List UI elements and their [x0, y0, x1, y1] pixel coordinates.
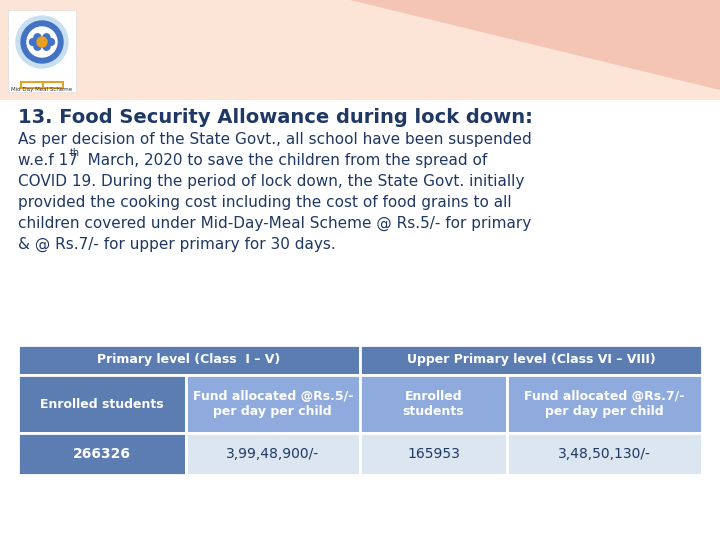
Text: Enrolled students: Enrolled students	[40, 397, 163, 410]
Text: Mid Day Meal Scheme: Mid Day Meal Scheme	[12, 87, 73, 92]
Bar	[8, 10, 76, 92]
Text: w.e.f 17  March, 2020 to save the children from the spread of: w.e.f 17 March, 2020 to save the childre…	[18, 153, 487, 168]
Bar	[22, 83, 42, 87]
FancyBboxPatch shape	[360, 375, 507, 433]
Circle shape	[48, 38, 55, 45]
Text: As per decision of the State Govt., all school have been suspended: As per decision of the State Govt., all …	[18, 132, 532, 147]
Circle shape	[43, 43, 50, 50]
FancyBboxPatch shape	[507, 433, 702, 475]
FancyBboxPatch shape	[186, 433, 360, 475]
FancyBboxPatch shape	[360, 345, 702, 375]
Text: Fund allocated @Rs.5/-
per day per child: Fund allocated @Rs.5/- per day per child	[193, 390, 353, 418]
Text: Enrolled
students: Enrolled students	[402, 390, 464, 418]
Text: 3,99,48,900/-: 3,99,48,900/-	[226, 447, 320, 461]
Circle shape	[43, 34, 50, 41]
Circle shape	[37, 37, 47, 47]
Bar	[0, 0, 720, 100]
Circle shape	[34, 43, 41, 50]
Text: 3,48,50,130/-: 3,48,50,130/-	[558, 447, 651, 461]
Text: 165953: 165953	[407, 447, 460, 461]
FancyBboxPatch shape	[18, 375, 186, 433]
Text: 13. Food Security Allowance during lock down:: 13. Food Security Allowance during lock …	[18, 108, 533, 127]
Text: provided the cooking cost including the cost of food grains to all: provided the cooking cost including the …	[18, 195, 512, 210]
Circle shape	[21, 21, 63, 63]
Circle shape	[27, 27, 57, 57]
Circle shape	[34, 34, 41, 41]
Text: Primary level (Class  I – V): Primary level (Class I – V)	[97, 354, 281, 367]
Circle shape	[30, 38, 37, 45]
Text: & @ Rs.7/- for upper primary for 30 days.: & @ Rs.7/- for upper primary for 30 days…	[18, 237, 336, 252]
Bar	[20, 81, 64, 89]
Circle shape	[16, 16, 68, 68]
FancyBboxPatch shape	[18, 345, 360, 375]
FancyBboxPatch shape	[507, 375, 702, 433]
FancyBboxPatch shape	[18, 433, 186, 475]
Polygon shape	[350, 0, 720, 90]
FancyBboxPatch shape	[360, 433, 507, 475]
FancyBboxPatch shape	[186, 375, 360, 433]
Text: 266326: 266326	[73, 447, 131, 461]
Text: children covered under Mid-Day-Meal Scheme @ Rs.5/- for primary: children covered under Mid-Day-Meal Sche…	[18, 216, 531, 231]
Text: Fund allocated @Rs.7/-
per day per child: Fund allocated @Rs.7/- per day per child	[524, 390, 685, 418]
Text: Upper Primary level (Class VI – VIII): Upper Primary level (Class VI – VIII)	[407, 354, 655, 367]
Text: COVID 19. During the period of lock down, the State Govt. initially: COVID 19. During the period of lock down…	[18, 174, 524, 189]
Text: th: th	[70, 148, 80, 158]
Bar	[44, 83, 62, 87]
